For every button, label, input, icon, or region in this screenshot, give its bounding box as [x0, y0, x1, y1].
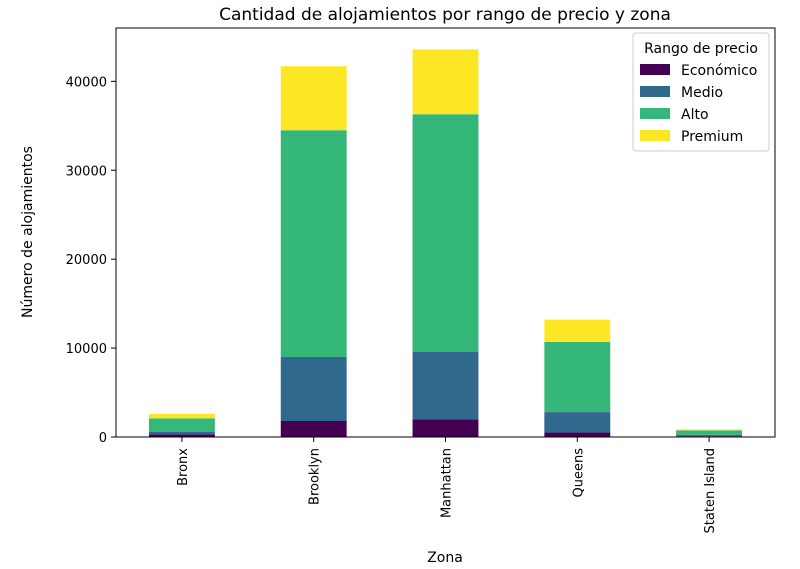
x-tick-label: Bronx: [176, 448, 191, 486]
legend-swatch-premium: [640, 130, 670, 141]
bar-bronx-económico: [148, 434, 215, 437]
bars-layer: [148, 49, 743, 437]
bar-manhattan-premium: [412, 49, 479, 115]
legend: Rango de precio Económico Medio Alto Premiu…: [632, 32, 770, 152]
legend-swatch-medio: [640, 86, 670, 97]
x-tick-label: Manhattan: [440, 448, 455, 518]
y-tick-label: 0: [99, 431, 107, 446]
y-tick-label: 20000: [66, 253, 107, 268]
bar-manhattan-alto: [412, 114, 479, 352]
y-tick-label: 10000: [66, 342, 107, 357]
bar-queens-económico: [544, 432, 611, 437]
y-axis-ticks: 0 10000 20000 30000 40000: [66, 75, 116, 446]
bar-staten-island-premium: [676, 429, 743, 431]
bar-brooklyn-premium: [280, 66, 347, 131]
bar-queens-alto: [544, 341, 611, 413]
bar-staten-island-alto: [676, 430, 743, 435]
x-tick-label: Queens: [571, 448, 586, 498]
legend-label: Alto: [681, 107, 709, 123]
legend-title: Rango de precio: [644, 41, 758, 57]
y-tick-label: 30000: [66, 164, 107, 179]
legend-box: [632, 32, 770, 152]
legend-swatch-económico: [640, 64, 670, 75]
x-tick-label: Staten Island: [703, 448, 718, 533]
bar-bronx-medio: [148, 431, 215, 435]
bar-queens-premium: [544, 319, 611, 342]
bar-brooklyn-alto: [280, 130, 347, 357]
legend-label: Económico: [681, 63, 757, 79]
bar-bronx-premium: [148, 413, 215, 419]
bar-staten-island-medio: [676, 434, 743, 437]
legend-items: Económico Medio Alto Premium: [640, 63, 757, 145]
bar-queens-medio: [544, 412, 611, 433]
legend-label: Premium: [681, 129, 743, 145]
bar-brooklyn-medio: [280, 356, 347, 421]
bar-manhattan-medio: [412, 351, 479, 420]
legend-label: Medio: [681, 85, 723, 101]
y-axis-label: Número de alojamientos: [20, 146, 36, 318]
bar-manhattan-económico: [412, 419, 479, 437]
x-axis-ticks: Bronx Brooklyn Manhattan Queens Staten Islan…: [176, 437, 718, 533]
bar-bronx-alto: [148, 418, 215, 432]
chart-title: Cantidad de alojamientos por rango de pr…: [219, 5, 671, 25]
legend-swatch-alto: [640, 108, 670, 119]
bar-brooklyn-económico: [280, 420, 347, 437]
x-axis-label: Zona: [427, 550, 463, 566]
x-tick-label: Brooklyn: [308, 448, 323, 505]
y-tick-label: 40000: [66, 75, 107, 90]
